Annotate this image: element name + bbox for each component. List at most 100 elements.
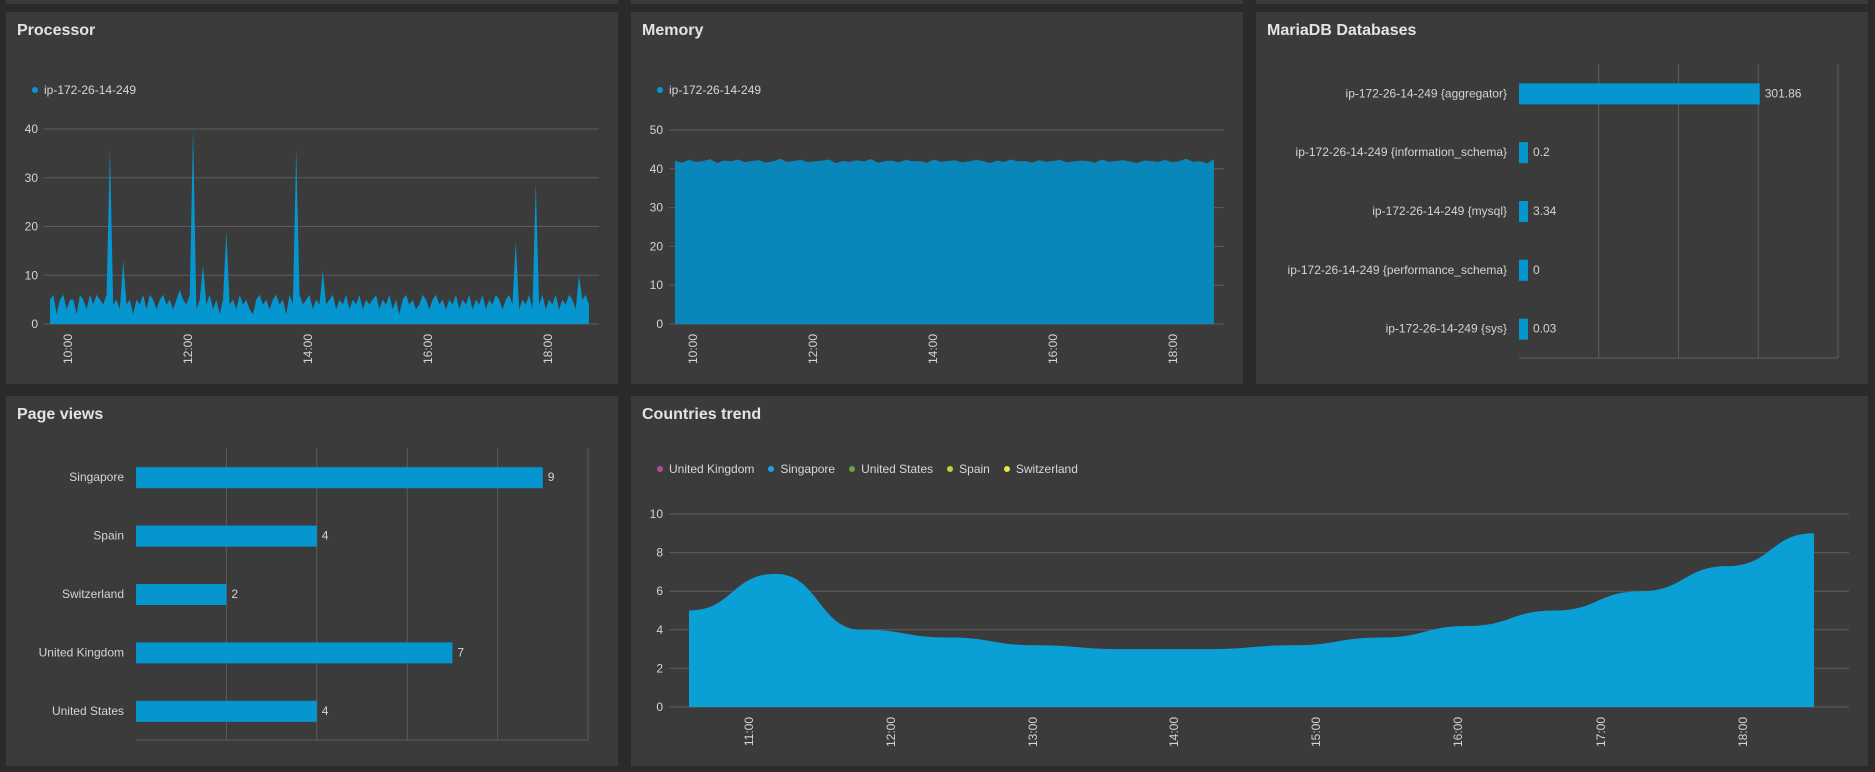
countries-chart[interactable]: 0 2 4 6 8 10 11:00 12:00 13:00 14:00 15:00 16:00 17:… xyxy=(631,396,1868,766)
chart-legend: United Kingdom Singapore United States Spai… xyxy=(657,462,1078,476)
legend-dot-icon xyxy=(657,466,663,472)
category-label: ip-172-26-14-249 {aggregator} xyxy=(1346,86,1507,100)
x-tick-label: 16:00 xyxy=(421,334,435,364)
y-tick-label: 0 xyxy=(656,700,663,714)
y-tick-label: 6 xyxy=(656,584,663,598)
y-tick-label: 4 xyxy=(656,623,663,637)
value-label: 4 xyxy=(322,704,329,718)
bar xyxy=(1519,83,1760,105)
x-tick-label: 14:00 xyxy=(926,334,940,364)
legend-item[interactable]: ip-172-26-14-249 xyxy=(32,83,136,97)
x-tick-label: 10:00 xyxy=(686,334,700,364)
legend-dot-icon xyxy=(947,466,954,472)
bar xyxy=(1519,142,1528,164)
value-label: 2 xyxy=(231,587,238,601)
y-tick-label: 8 xyxy=(656,546,663,560)
category-label: Spain xyxy=(93,529,124,543)
panel-title: Memory xyxy=(642,22,704,39)
mariadb-panel: MariaDB Databases ip-172-26-14-249 {aggr… xyxy=(1256,12,1868,384)
legend-item[interactable]: Spain xyxy=(947,462,990,476)
bar xyxy=(136,525,317,547)
bar xyxy=(136,467,543,489)
y-tick-label: 50 xyxy=(650,123,664,137)
legend-item[interactable]: Singapore xyxy=(768,462,835,476)
value-label: 301.86 xyxy=(1765,86,1802,100)
y-tick-label: 40 xyxy=(25,122,39,136)
category-label: ip-172-26-14-249 {mysql} xyxy=(1372,204,1507,218)
x-tick-label: 18:00 xyxy=(1736,717,1750,747)
y-tick-label: 40 xyxy=(650,162,664,176)
bar xyxy=(1519,201,1528,222)
value-label: 3.34 xyxy=(1533,204,1557,218)
pageviews-chart[interactable]: Singapore 9 Spain 4 Switzerland 2 United Kingd… xyxy=(6,396,618,766)
chart-legend: ip-172-26-14-249 xyxy=(32,83,136,97)
legend-item[interactable]: Switzerland xyxy=(1003,462,1078,476)
legend-item[interactable]: United Kingdom xyxy=(657,462,754,476)
panel-title: Countries trend xyxy=(642,406,762,423)
y-tick-label: 2 xyxy=(656,661,663,675)
legend-item[interactable]: United States xyxy=(849,462,933,476)
legend-dot-icon xyxy=(849,466,856,472)
y-tick-label: 30 xyxy=(650,201,664,215)
category-label: ip-172-26-14-249 {sys} xyxy=(1386,322,1507,336)
legend-dot-icon xyxy=(1003,466,1010,472)
legend-label: Singapore xyxy=(780,462,836,476)
y-tick-label: 20 xyxy=(650,239,664,253)
bar xyxy=(136,584,227,605)
memory-panel: Memory ip-172-26-14-249 0 10 20 30 40 50 10:00… xyxy=(631,12,1243,384)
y-tick-label: 10 xyxy=(25,268,39,282)
value-label: 4 xyxy=(322,529,329,543)
value-label: 0 xyxy=(1533,263,1540,277)
x-tick-label: 14:00 xyxy=(1167,717,1181,747)
panel-title: MariaDB Databases xyxy=(1267,22,1417,39)
value-label: 7 xyxy=(457,645,464,659)
legend-label: United Kingdom xyxy=(669,462,755,476)
chart-legend: ip-172-26-14-249 xyxy=(657,83,761,97)
x-tick-label: 13:00 xyxy=(1026,717,1040,747)
category-label: Singapore xyxy=(69,470,124,484)
y-tick-label: 30 xyxy=(25,171,39,185)
panel-title: Processor xyxy=(17,22,96,39)
bar xyxy=(1519,318,1528,340)
x-tick-label: 12:00 xyxy=(181,334,195,364)
y-tick-label: 10 xyxy=(650,278,664,292)
countries-panel: Countries trend United Kingdom Singapore U… xyxy=(631,396,1868,766)
bar xyxy=(136,700,317,722)
series-area xyxy=(689,533,1814,707)
legend-label: ip-172-26-14-249 xyxy=(44,83,137,97)
legend-label: United States xyxy=(861,462,934,476)
mariadb-chart[interactable]: ip-172-26-14-249 {aggregator} 301.86 ip-17… xyxy=(1256,12,1868,384)
category-label: ip-172-26-14-249 {performance_schema} xyxy=(1288,263,1507,277)
top-panel-strip xyxy=(631,0,1243,4)
panel-title: Page views xyxy=(17,406,104,423)
x-tick-label: 10:00 xyxy=(61,334,75,364)
pageviews-panel: Page views Singapore 9 Spain 4 Switzerland 2 U… xyxy=(6,396,618,766)
bar xyxy=(1519,259,1528,281)
memory-chart[interactable]: 0 10 20 30 40 50 10:00 12:00 14:00 16:00 18:00 xyxy=(631,12,1243,384)
top-panel-strip xyxy=(1256,0,1868,4)
value-label: 0.2 xyxy=(1533,145,1550,159)
x-tick-label: 18:00 xyxy=(541,334,555,364)
value-label: 0.03 xyxy=(1533,322,1557,336)
series-area xyxy=(675,158,1214,324)
x-tick-label: 11:00 xyxy=(742,717,756,746)
y-tick-label: 20 xyxy=(25,220,39,234)
legend-label: Spain xyxy=(959,462,990,476)
legend-label: ip-172-26-14-249 xyxy=(669,83,762,97)
x-tick-label: 15:00 xyxy=(1309,717,1323,747)
category-label: Switzerland xyxy=(62,587,124,601)
x-tick-label: 12:00 xyxy=(806,334,820,364)
legend-dot-icon xyxy=(768,466,775,472)
x-tick-label: 16:00 xyxy=(1046,334,1060,364)
legend-item[interactable]: ip-172-26-14-249 xyxy=(657,83,761,97)
processor-chart[interactable]: 0 10 20 30 40 10:00 12:00 14:00 16:00 18:00 xyxy=(6,12,618,384)
category-label: ip-172-26-14-249 {information_schema} xyxy=(1296,145,1507,159)
x-tick-label: 17:00 xyxy=(1594,717,1608,747)
y-tick-label: 0 xyxy=(656,317,663,331)
value-label: 9 xyxy=(548,470,555,484)
legend-label: Switzerland xyxy=(1015,462,1078,476)
bar xyxy=(136,642,453,664)
x-tick-label: 14:00 xyxy=(301,334,315,364)
category-label: United Kingdom xyxy=(39,645,124,659)
legend-dot-icon xyxy=(32,87,38,93)
